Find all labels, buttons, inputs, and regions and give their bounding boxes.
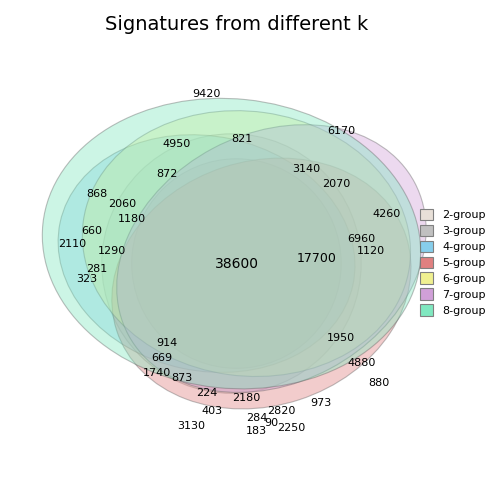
Text: 6960: 6960 [347,233,375,243]
Text: 2110: 2110 [58,238,86,248]
Ellipse shape [82,111,411,376]
Text: 868: 868 [86,188,107,199]
Legend: 2-group, 3-group, 4-group, 5-group, 6-group, 7-group, 8-group: 2-group, 3-group, 4-group, 5-group, 6-gr… [416,206,489,319]
Text: 660: 660 [81,226,102,236]
Text: 4260: 4260 [372,209,400,219]
Ellipse shape [42,98,421,389]
Text: 2250: 2250 [277,423,305,433]
Text: 2070: 2070 [322,179,350,188]
Text: 1290: 1290 [98,246,126,256]
Text: 4950: 4950 [162,139,191,149]
Text: 284: 284 [246,413,267,423]
Text: 6170: 6170 [327,127,355,136]
Ellipse shape [112,158,411,409]
Ellipse shape [117,124,426,393]
Text: 872: 872 [156,169,177,179]
Ellipse shape [58,135,355,372]
Text: 669: 669 [151,353,172,363]
Text: 2180: 2180 [232,393,261,403]
Text: 281: 281 [86,264,107,274]
Text: 914: 914 [156,338,177,348]
Text: 323: 323 [76,274,97,284]
Ellipse shape [102,134,361,393]
Text: 880: 880 [368,379,389,388]
Text: 3140: 3140 [292,164,321,174]
Title: Signatures from different k: Signatures from different k [105,15,368,34]
Ellipse shape [132,159,341,368]
Text: 183: 183 [246,426,267,435]
Text: 1180: 1180 [117,214,146,224]
Text: 873: 873 [171,373,192,384]
Text: 2820: 2820 [267,406,295,416]
Text: 9420: 9420 [193,89,221,99]
Text: 2060: 2060 [108,199,136,209]
Text: 224: 224 [196,388,217,398]
Text: 3130: 3130 [177,421,206,431]
Text: 4880: 4880 [347,358,375,368]
Text: 1950: 1950 [327,333,355,343]
Text: 90: 90 [264,418,278,428]
Text: 973: 973 [310,398,332,408]
Text: 1740: 1740 [143,368,171,379]
Text: 1120: 1120 [357,246,385,256]
Text: 38600: 38600 [215,257,259,271]
Text: 403: 403 [201,406,222,416]
Text: 17700: 17700 [296,252,336,265]
Text: 821: 821 [231,134,252,144]
